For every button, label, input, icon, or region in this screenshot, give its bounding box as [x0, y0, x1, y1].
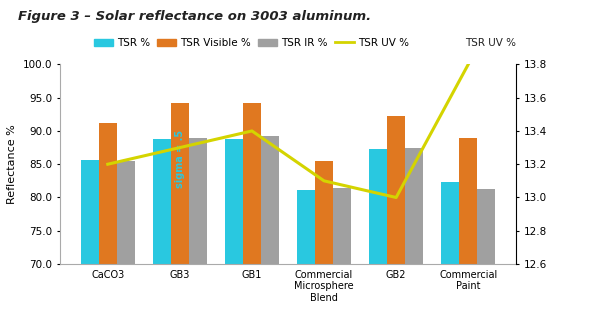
Bar	[117, 161, 135, 322]
Bar	[189, 137, 207, 322]
Text: sigma = .5: sigma = .5	[175, 129, 185, 187]
Bar	[153, 139, 171, 322]
Bar	[405, 147, 423, 322]
Bar	[333, 187, 351, 322]
Bar	[261, 136, 279, 322]
Bar	[243, 103, 261, 322]
Legend: TSR %, TSR Visible %, TSR IR %, TSR UV %: TSR %, TSR Visible %, TSR IR %, TSR UV %	[90, 34, 413, 52]
Bar	[99, 123, 117, 322]
Bar	[315, 161, 333, 322]
Y-axis label: Reflectance %: Reflectance %	[7, 124, 17, 204]
Bar	[441, 182, 459, 322]
Bar	[297, 190, 315, 322]
Bar	[459, 137, 477, 322]
Bar	[369, 149, 387, 322]
Bar	[81, 160, 99, 322]
Bar	[477, 189, 495, 322]
Bar	[387, 116, 405, 322]
Text: Figure 3 – Solar reflectance on 3003 aluminum.: Figure 3 – Solar reflectance on 3003 alu…	[18, 10, 371, 23]
Bar	[225, 139, 243, 322]
Text: TSR UV %: TSR UV %	[465, 38, 516, 48]
Bar	[171, 103, 189, 322]
